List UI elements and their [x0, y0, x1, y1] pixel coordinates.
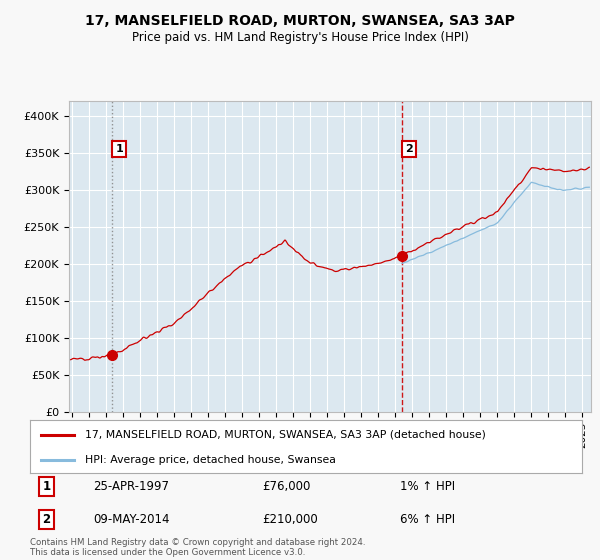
- Text: £210,000: £210,000: [262, 513, 317, 526]
- Text: 6% ↑ HPI: 6% ↑ HPI: [400, 513, 455, 526]
- Text: Contains HM Land Registry data © Crown copyright and database right 2024.
This d: Contains HM Land Registry data © Crown c…: [30, 538, 365, 557]
- Text: 09-MAY-2014: 09-MAY-2014: [94, 513, 170, 526]
- Text: HPI: Average price, detached house, Swansea: HPI: Average price, detached house, Swan…: [85, 455, 336, 465]
- Text: 2: 2: [43, 513, 50, 526]
- Text: 1: 1: [43, 480, 50, 493]
- Text: 1: 1: [115, 144, 123, 154]
- Text: 17, MANSELFIELD ROAD, MURTON, SWANSEA, SA3 3AP (detached house): 17, MANSELFIELD ROAD, MURTON, SWANSEA, S…: [85, 430, 486, 440]
- Text: 25-APR-1997: 25-APR-1997: [94, 480, 169, 493]
- Text: 1% ↑ HPI: 1% ↑ HPI: [400, 480, 455, 493]
- Text: Price paid vs. HM Land Registry's House Price Index (HPI): Price paid vs. HM Land Registry's House …: [131, 31, 469, 44]
- Text: 2: 2: [405, 144, 413, 154]
- Text: 17, MANSELFIELD ROAD, MURTON, SWANSEA, SA3 3AP: 17, MANSELFIELD ROAD, MURTON, SWANSEA, S…: [85, 14, 515, 28]
- Text: £76,000: £76,000: [262, 480, 310, 493]
